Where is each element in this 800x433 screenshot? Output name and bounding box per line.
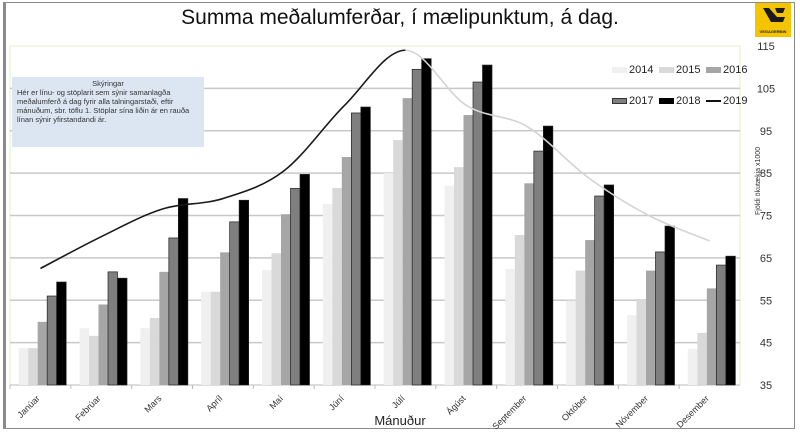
y-tick-label: 45 <box>760 338 772 350</box>
bar-2015 <box>89 335 99 385</box>
bar-2014 <box>687 348 698 385</box>
bar-2016 <box>159 271 169 385</box>
bar-2017 <box>533 150 544 386</box>
bar-2018 <box>299 174 310 386</box>
bar-2015 <box>149 318 160 385</box>
bar-2016 <box>281 214 291 385</box>
legend-item-2016: 2016 <box>706 64 747 76</box>
bar-2018 <box>482 64 493 386</box>
bar-2014 <box>201 291 211 385</box>
bar-2018 <box>664 225 675 386</box>
bar-2018 <box>603 184 615 386</box>
legend-item-2018: 2018 <box>659 95 700 107</box>
bar-2014 <box>140 328 150 385</box>
bar-2018 <box>238 199 250 386</box>
bar-2015 <box>271 253 281 385</box>
x-tick-label: Maí <box>267 393 285 411</box>
notes-body: Hér er línu- og stöplarit sem sýnir sama… <box>17 88 190 124</box>
y-tick-label: 35 <box>760 380 772 392</box>
bar-2017 <box>655 251 666 386</box>
bar-2015 <box>210 291 221 385</box>
bar-2017 <box>168 237 179 386</box>
bar-2015 <box>697 332 707 385</box>
bar-2017 <box>46 295 58 386</box>
bar-2014 <box>505 268 515 385</box>
notes-heading: Skýringar <box>92 79 124 88</box>
y-tick-label: 55 <box>760 295 772 307</box>
bar-2016 <box>220 252 230 385</box>
x-tick-label: Mars <box>142 393 164 415</box>
road-logo-icon <box>763 8 785 22</box>
bar-2018 <box>360 106 371 386</box>
bar-2017 <box>107 271 118 386</box>
y-tick-label: 65 <box>760 253 772 265</box>
chart-frame <box>3 2 795 429</box>
bar-2016 <box>37 321 48 385</box>
bar-2016 <box>524 183 534 385</box>
bar-2018 <box>177 198 189 386</box>
legend-item-2017: 2017 <box>612 95 653 107</box>
y-tick-label: 95 <box>760 126 772 138</box>
bar-2016 <box>585 240 595 385</box>
line-2019 <box>40 49 406 270</box>
logo-text: VEGAGERÐIN <box>759 29 787 34</box>
vegagerdin-logo: VEGAGERÐIN <box>755 3 791 37</box>
legend-item-2014: 2014 <box>612 64 653 76</box>
bar-2014 <box>444 185 454 385</box>
y-tick-label: 115 <box>757 41 775 53</box>
x-tick-label: Júlí <box>390 393 407 410</box>
bar-2017 <box>229 221 240 386</box>
bar-2018 <box>725 255 736 386</box>
legend-item-2019: 2019 <box>706 95 747 107</box>
bar-2016 <box>98 304 108 385</box>
bar-2014 <box>383 173 394 385</box>
bar-2018 <box>421 58 432 386</box>
bar-2018 <box>542 125 554 386</box>
bar-2015 <box>332 187 342 385</box>
legend-item-2015: 2015 <box>659 64 700 76</box>
line-2019-projection <box>405 49 710 242</box>
bar-2016 <box>706 288 717 385</box>
y-tick-label: 75 <box>760 211 772 223</box>
bar-2017 <box>290 188 301 386</box>
bar-2018 <box>56 281 67 386</box>
x-axis-title: Mánuður <box>374 413 426 428</box>
bar-2014 <box>79 328 89 385</box>
bar-2016 <box>402 98 413 385</box>
bar-2015 <box>393 140 403 385</box>
y-tick-label: 85 <box>760 168 772 180</box>
notes-box: Skýringar Hér er línu- og stöplarit sem … <box>12 77 204 147</box>
bar-2015 <box>575 270 586 385</box>
bar-2016 <box>463 115 473 385</box>
y-axis-label: Fjöldi ökutækja x1000 <box>755 146 762 215</box>
bar-2017 <box>594 195 605 386</box>
x-tick-label: Júní <box>327 393 346 412</box>
bar-2015 <box>454 167 464 385</box>
y-tick-label: 105 <box>757 83 775 95</box>
bar-2014 <box>627 315 637 385</box>
bar-2014 <box>322 204 333 385</box>
bar-2017 <box>715 264 727 386</box>
bar-2015 <box>28 348 38 385</box>
x-tick-label: Apríl <box>204 393 224 413</box>
bar-2014 <box>566 300 576 385</box>
bar-2017 <box>350 112 362 386</box>
bar-2016 <box>646 270 656 385</box>
bar-2014 <box>18 348 29 385</box>
bar-2017 <box>472 81 483 386</box>
bar-2015 <box>636 298 646 385</box>
chart-title: Summa meðalumferðar, í mælipunktum, á da… <box>181 6 619 29</box>
bar-2014 <box>262 270 272 385</box>
bar-2018 <box>117 277 128 386</box>
bar-2015 <box>514 234 525 385</box>
bar-2016 <box>341 157 352 385</box>
bar-2017 <box>411 68 423 386</box>
